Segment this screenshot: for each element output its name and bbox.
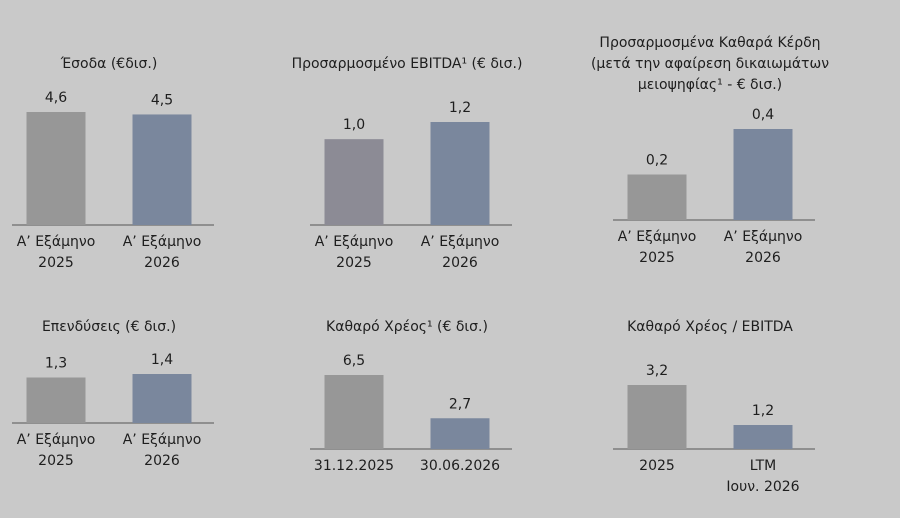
value-label: 0,4 — [752, 107, 774, 123]
category-label: Α’ Εξάμηνο — [421, 234, 500, 250]
bar — [324, 375, 384, 449]
bar — [733, 129, 793, 220]
value-label: 1,4 — [151, 352, 173, 368]
chart-title: Καθαρό Χρέος / EBITDA — [627, 319, 793, 335]
bar — [627, 174, 687, 220]
category-label: Α’ Εξάμηνο — [17, 432, 96, 448]
value-label: 1,3 — [45, 356, 67, 372]
value-label: 0,2 — [646, 153, 668, 169]
category-label: 2025 — [336, 255, 372, 271]
category-label: 2026 — [442, 255, 478, 271]
category-label: 2025 — [639, 458, 675, 474]
category-label: Ιουν. 2026 — [726, 479, 799, 495]
chart-title: μειοψηφίας¹ - € δισ.) — [638, 77, 782, 93]
bar — [733, 425, 793, 449]
chart-title: (μετά την αφαίρεση δικαιωμάτων — [591, 56, 829, 72]
category-label: Α’ Εξάμηνο — [724, 229, 803, 245]
category-label: 2025 — [639, 250, 675, 266]
category-label: 2026 — [144, 255, 180, 271]
value-label: 1,2 — [449, 100, 471, 116]
category-label: 31.12.2025 — [314, 458, 394, 474]
value-label: 4,5 — [151, 92, 173, 108]
bar — [430, 122, 490, 225]
category-label: Α’ Εξάμηνο — [123, 234, 202, 250]
chart-title: Επενδύσεις (€ δισ.) — [42, 319, 176, 335]
value-label: 3,2 — [646, 363, 668, 379]
value-label: 6,5 — [343, 353, 365, 369]
category-label: 2025 — [38, 453, 74, 469]
chart-title: Προσαρμοσμένο EBITDA¹ (€ δισ.) — [292, 56, 523, 72]
bar — [132, 114, 192, 225]
bar — [627, 385, 687, 449]
category-label: Α’ Εξάμηνο — [17, 234, 96, 250]
value-label: 4,6 — [45, 90, 67, 106]
category-label: 2026 — [745, 250, 781, 266]
category-label: 2025 — [38, 255, 74, 271]
category-label: LTM — [750, 458, 777, 474]
category-label: 30.06.2026 — [420, 458, 500, 474]
value-label: 1,0 — [343, 117, 365, 133]
chart-title: Καθαρό Χρέος¹ (€ δισ.) — [326, 319, 488, 335]
chart-title: Προσαρμοσμένα Καθαρά Κέρδη — [599, 35, 820, 51]
category-label: Α’ Εξάμηνο — [315, 234, 394, 250]
bar — [26, 112, 86, 225]
bar — [430, 418, 490, 449]
chart-title: Έσοδα (€δισ.) — [60, 56, 158, 72]
value-label: 2,7 — [449, 396, 471, 412]
value-label: 1,2 — [752, 403, 774, 419]
bar — [324, 139, 384, 225]
category-label: Α’ Εξάμηνο — [123, 432, 202, 448]
bar — [132, 374, 192, 423]
category-label: 2026 — [144, 453, 180, 469]
category-label: Α’ Εξάμηνο — [618, 229, 697, 245]
bar — [26, 377, 86, 423]
